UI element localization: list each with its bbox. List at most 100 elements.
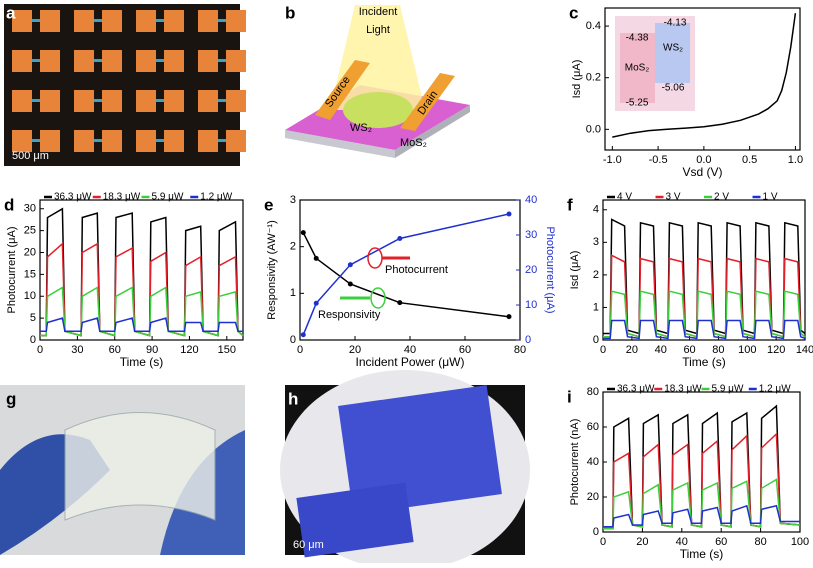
x-tick-label: 120 <box>180 344 198 356</box>
x-tick-label: 30 <box>71 344 83 356</box>
y2-axis-label: Photocurrent (μA) <box>544 226 556 313</box>
channel <box>32 19 40 22</box>
band-label: -4.13 <box>664 18 687 29</box>
pad <box>74 10 94 32</box>
y-tick-label: 0.4 <box>586 20 601 32</box>
x-tick-label: 100 <box>738 344 756 356</box>
legend-label: 2 V <box>714 192 729 203</box>
legend-label: 36.3 μW <box>617 384 655 395</box>
pad <box>40 50 60 72</box>
y-axis-label: Photocurrent (μA) <box>6 226 18 313</box>
channel <box>218 99 226 102</box>
x-tick-label: 60 <box>683 344 695 356</box>
pad <box>74 130 94 152</box>
x-tick-label: 0.5 <box>742 154 757 166</box>
y2-tick-label: 20 <box>525 264 537 276</box>
y-tick-label: 0 <box>290 334 296 346</box>
x-tick-label: 150 <box>218 344 236 356</box>
pad <box>226 50 246 72</box>
y-tick-label: 0.0 <box>586 123 601 135</box>
y2-tick-label: 0 <box>525 334 531 346</box>
pad <box>226 130 246 152</box>
pad <box>198 50 218 72</box>
channel <box>218 139 226 142</box>
x-tick-label: 40 <box>655 344 667 356</box>
series-line <box>603 504 800 528</box>
y-axis-label: Responsivity (AW⁻¹) <box>266 220 278 320</box>
channel <box>32 139 40 142</box>
panel-letter: b <box>285 3 295 22</box>
x-axis-label: Incident Power (μW) <box>356 355 465 369</box>
pad <box>74 90 94 112</box>
marker <box>397 236 403 241</box>
plot-frame <box>602 199 806 341</box>
x-axis-label: Vsd (V) <box>682 165 722 179</box>
y-tick-label: 80 <box>587 386 599 398</box>
panel-letter: c <box>569 3 578 22</box>
panel-letter: g <box>6 389 16 408</box>
y2-tick-label: 40 <box>525 194 537 206</box>
y-tick-label: 0 <box>593 526 599 538</box>
pad <box>226 10 246 32</box>
channel <box>156 19 164 22</box>
annotation: Responsivity <box>318 309 381 321</box>
x-tick-label: 140 <box>796 344 813 356</box>
pad <box>164 50 184 72</box>
band-label: MoS₂ <box>625 63 650 74</box>
legend-label: 5.9 μW <box>152 192 184 203</box>
channel <box>32 99 40 102</box>
panel-letter: d <box>4 195 14 214</box>
x-tick-label: 100 <box>791 536 809 548</box>
x-tick-label: 120 <box>767 344 785 356</box>
scale-label: 60 μm <box>293 539 324 551</box>
legend-label: 1.2 μW <box>200 192 232 203</box>
pad <box>136 90 156 112</box>
band-mos2 <box>620 33 655 103</box>
series-line <box>40 286 244 337</box>
plot-frame <box>39 199 244 341</box>
x-tick-label: 0 <box>37 344 43 356</box>
pad <box>164 130 184 152</box>
channel <box>94 19 102 22</box>
x-axis-label: Time (s) <box>120 355 164 369</box>
pad <box>164 10 184 32</box>
marker <box>347 262 353 268</box>
pad <box>136 10 156 32</box>
pad <box>198 90 218 112</box>
channel <box>218 59 226 62</box>
band-label: WS₂ <box>663 43 683 54</box>
pad <box>102 90 122 112</box>
pad <box>198 130 218 152</box>
y-tick-label: 40 <box>587 456 599 468</box>
x-tick-label: 40 <box>404 344 416 356</box>
marker <box>313 255 319 261</box>
y-tick-label: 3 <box>290 194 296 206</box>
b-label: Light <box>366 24 390 36</box>
x-axis-label: Time (s) <box>682 355 726 369</box>
x-tick-label: 20 <box>626 344 638 356</box>
y-tick-label: 15 <box>24 268 36 280</box>
pad <box>40 90 60 112</box>
device-schematic-b <box>285 5 470 158</box>
x-tick-label: 60 <box>109 344 121 356</box>
x-tick-label: -0.5 <box>649 154 668 166</box>
pad <box>164 90 184 112</box>
channel <box>218 19 226 22</box>
pad <box>40 130 60 152</box>
micrograph-h <box>280 370 530 568</box>
x-tick-label: 0.0 <box>696 154 711 166</box>
channel <box>94 59 102 62</box>
channel <box>156 59 164 62</box>
x-tick-label: 0 <box>297 344 303 356</box>
b-label: Incident <box>359 6 398 18</box>
series-line <box>40 207 244 337</box>
x-tick-label: 90 <box>146 344 158 356</box>
scale-label: 500 μm <box>12 150 49 162</box>
y-tick-label: 0 <box>593 334 599 346</box>
legend-label: 1.2 μW <box>759 384 791 395</box>
pad <box>12 10 32 32</box>
y-tick-label: 3 <box>593 236 599 248</box>
panel-letter: i <box>567 387 572 406</box>
y-tick-label: 30 <box>24 203 36 215</box>
x-tick-label: 0 <box>600 536 606 548</box>
